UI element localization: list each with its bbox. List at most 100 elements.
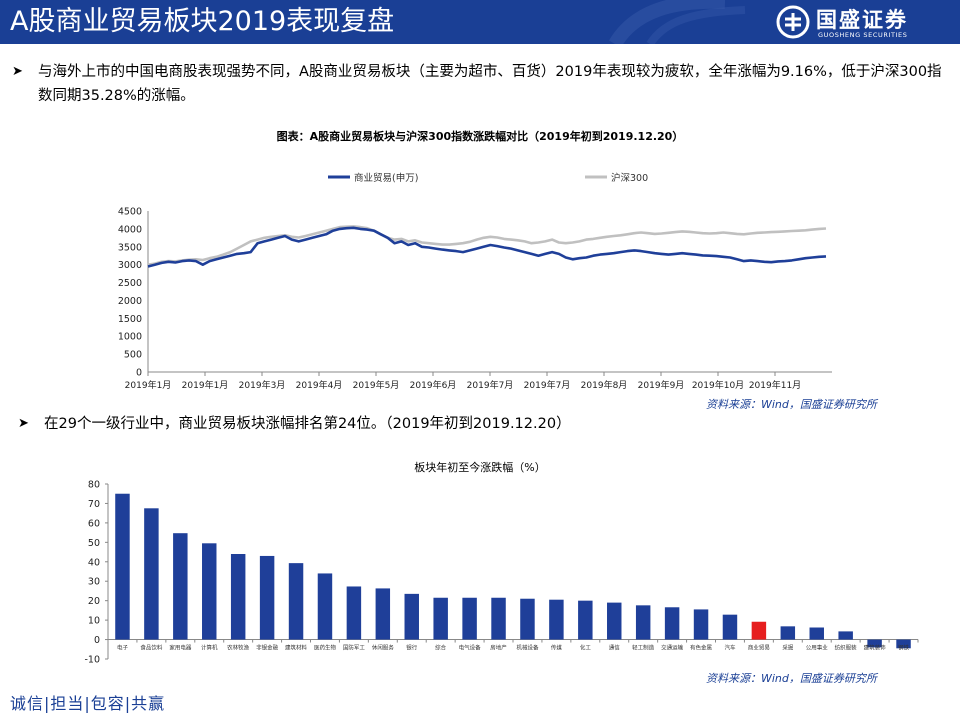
bar-15 bbox=[549, 599, 564, 640]
y-tick-label: 3000 bbox=[118, 260, 142, 271]
x-tick-label: 公用事业 bbox=[806, 644, 829, 652]
x-tick-label: 建筑材料 bbox=[285, 644, 308, 652]
y-tick-label: 4500 bbox=[118, 207, 142, 218]
x-tick-label: 2019年7月 bbox=[524, 379, 571, 391]
x-tick-label: 汽车 bbox=[724, 644, 736, 652]
x-tick-label: 电气设备 bbox=[459, 644, 482, 652]
x-tick-label: 建筑装饰 bbox=[864, 644, 887, 652]
x-tick-label: 商业贸易 bbox=[748, 644, 770, 652]
x-tick-label: 轻工制造 bbox=[632, 644, 655, 652]
x-tick-label: 2019年3月 bbox=[239, 379, 286, 391]
line-chart: 商业贸易(申万) 沪深300 0 500 1000 1500 2000 2500 3000 350… bbox=[118, 172, 832, 391]
bar-12 bbox=[462, 597, 477, 640]
bar-20 bbox=[693, 609, 709, 640]
x-tick-label: 银行 bbox=[406, 644, 418, 652]
line-chart-source: 资料来源：Wind，国盛证券研究所 bbox=[706, 398, 877, 411]
y-tick-label: 10 bbox=[88, 616, 100, 627]
series-line-csi300 bbox=[147, 225, 827, 266]
bar-0 bbox=[115, 493, 130, 640]
x-tick-label: 机械设备 bbox=[516, 644, 539, 652]
bar-2 bbox=[173, 533, 188, 640]
x-tick-label: 2019年10月 bbox=[692, 379, 744, 391]
logo-text: 国盛证券 bbox=[816, 8, 908, 32]
bar-6 bbox=[288, 563, 304, 640]
bar-27 bbox=[896, 639, 911, 649]
y-tick-label: 2500 bbox=[118, 278, 142, 289]
bullet-text-2: 在29个一级行业中，商业贸易板块涨幅排名第24位。（2019年初到2019.12… bbox=[44, 416, 571, 432]
y-tick-label: 0 bbox=[136, 368, 142, 379]
bar-3 bbox=[202, 543, 217, 640]
bar-1 bbox=[144, 508, 159, 640]
x-tick-label: 非银金融 bbox=[256, 644, 279, 652]
bar-7 bbox=[317, 573, 333, 640]
bar-13 bbox=[491, 597, 506, 640]
bar-17 bbox=[607, 602, 622, 640]
y-tick-label: 3500 bbox=[118, 242, 142, 253]
x-tick-label: 家用电器 bbox=[169, 644, 192, 652]
bar-14 bbox=[520, 598, 535, 640]
y-tick-label: 4000 bbox=[118, 224, 142, 235]
company-logo: 国盛证券 GUOSHENG SECURITIES bbox=[776, 4, 956, 42]
x-tick-label: 钢铁 bbox=[898, 644, 910, 652]
y-tick-label: 80 bbox=[88, 480, 100, 491]
bar-5 bbox=[259, 555, 275, 640]
bar-26 bbox=[867, 639, 882, 648]
y-tick-label: 50 bbox=[88, 538, 100, 549]
x-tick-label: 化工 bbox=[580, 644, 592, 652]
bar-chart: -10 0 10 20 30 40 50 60 70 80 电子 食品饮料 家用电器 计算机 农林牧渔 非银金… bbox=[84, 480, 919, 666]
legend-label: 商业贸易(申万) bbox=[354, 172, 418, 184]
bar-19 bbox=[664, 607, 680, 640]
bar-23 bbox=[780, 626, 796, 640]
x-tick-label: 2019年7月 bbox=[467, 379, 514, 391]
y-tick-label: 40 bbox=[88, 557, 100, 568]
x-tick-label: 国防军工 bbox=[343, 644, 366, 652]
y-tick-label: 0 bbox=[94, 635, 100, 646]
x-tick-label: 通信 bbox=[609, 644, 621, 652]
bullet-arrow-icon: ➤ bbox=[18, 416, 29, 431]
line-chart-title: 图表：A股商业贸易板块与沪深300指数涨跌幅对比（2019年初到2019.12.… bbox=[276, 130, 684, 143]
bar-18 bbox=[635, 605, 651, 640]
y-tick-label: 30 bbox=[88, 577, 100, 588]
x-tick-label: 医药生物 bbox=[314, 644, 337, 652]
x-tick-label: 房地产 bbox=[490, 644, 507, 652]
bar-22 bbox=[751, 621, 767, 640]
x-tick-label: 传媒 bbox=[551, 644, 563, 652]
x-tick-label: 2019年6月 bbox=[410, 379, 457, 391]
x-tick-label: 2019年11月 bbox=[749, 379, 801, 391]
x-tick-label: 2019年5月 bbox=[353, 379, 400, 391]
page-title: A股商业贸易板块2019表现复盘 bbox=[10, 6, 395, 37]
y-tick-label: 500 bbox=[124, 350, 142, 361]
bar-chart-title: 板块年初至今涨跌幅（%） bbox=[414, 461, 546, 474]
bullet-arrow-icon: ➤ bbox=[12, 64, 23, 79]
y-tick-label: 2000 bbox=[118, 296, 142, 307]
header-decoration bbox=[608, 0, 746, 44]
bar-11 bbox=[433, 597, 448, 640]
x-tick-label: 2019年1月 bbox=[182, 379, 229, 391]
x-tick-label: 2019年8月 bbox=[581, 379, 628, 391]
y-tick-label: -10 bbox=[84, 655, 100, 666]
y-tick-label: 1000 bbox=[118, 332, 142, 343]
bar-24 bbox=[809, 627, 824, 640]
bar-chart-source: 资料来源：Wind，国盛证券研究所 bbox=[706, 672, 877, 685]
logo-icon bbox=[776, 5, 810, 39]
bar-8 bbox=[346, 586, 362, 640]
y-tick-label: 20 bbox=[88, 596, 100, 607]
x-tick-label: 采掘 bbox=[782, 644, 794, 652]
x-tick-label: 计算机 bbox=[201, 644, 218, 652]
bar-10 bbox=[404, 593, 419, 640]
bar-16 bbox=[578, 600, 593, 640]
bullet-point-2: ➤ 在29个一级行业中，商业贸易板块涨幅排名第24位。（2019年初到2019.… bbox=[18, 412, 918, 436]
logo-subtext: GUOSHENG SECURITIES bbox=[818, 31, 908, 39]
bar-4 bbox=[230, 554, 246, 640]
x-tick-label: 电子 bbox=[117, 644, 129, 652]
x-tick-label: 2019年4月 bbox=[296, 379, 343, 391]
x-tick-label: 交通运输 bbox=[661, 644, 684, 652]
bar-9 bbox=[375, 588, 391, 640]
bullet-text-1: 与海外上市的中国电商股表现强势不同，A股商业贸易板块（主要为超市、百货）2019… bbox=[38, 64, 942, 104]
x-tick-label: 有色金属 bbox=[690, 644, 712, 652]
y-tick-label: 1500 bbox=[118, 314, 142, 325]
header-bar: A股商业贸易板块2019表现复盘 国盛证券 GUOSHENG SECURITIE… bbox=[0, 0, 960, 44]
bar-25 bbox=[838, 631, 853, 640]
series-line-commerce bbox=[147, 226, 827, 268]
y-tick-label: 60 bbox=[88, 518, 100, 529]
